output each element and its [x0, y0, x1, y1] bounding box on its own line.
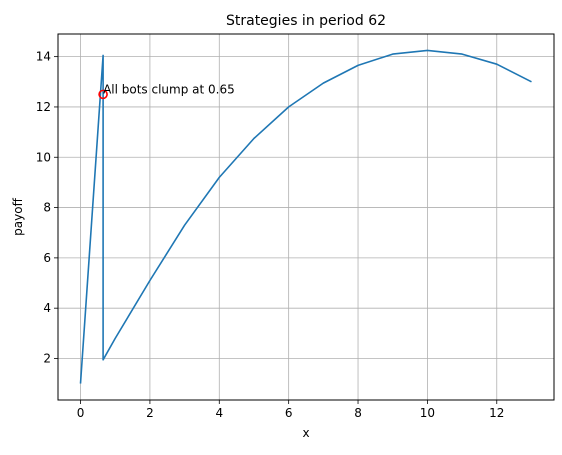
y-tick-label: 12	[36, 100, 51, 114]
y-tick-label: 6	[43, 251, 51, 265]
y-tick-label: 14	[36, 50, 51, 64]
series-line	[79, 49, 532, 384]
clump-marker	[98, 89, 108, 100]
x-tick-label: 12	[489, 406, 504, 420]
y-tick-label: 4	[43, 301, 51, 315]
axis-ticks: 0 2 4 6 8 10 12 2 4 6 8 10 12 14	[36, 50, 505, 420]
chart-title: Strategies in period 62	[226, 13, 386, 29]
x-tick-label: 0	[77, 406, 85, 420]
x-tick-label: 4	[215, 406, 223, 420]
plot-frame	[57, 33, 555, 401]
y-tick-label: 8	[43, 201, 51, 215]
x-tick-label: 6	[285, 406, 293, 420]
x-tick-label: 2	[146, 406, 154, 420]
x-tick-label: 8	[354, 406, 362, 420]
y-tick-label: 10	[36, 150, 51, 164]
x-axis-label: x	[302, 426, 309, 440]
annotation-label: All bots clump at 0.65	[103, 82, 235, 96]
x-tick-label: 10	[420, 406, 435, 420]
data-layer	[79, 49, 532, 384]
y-axis-label: payoff	[11, 197, 25, 235]
y-tick-label: 2	[43, 351, 51, 365]
